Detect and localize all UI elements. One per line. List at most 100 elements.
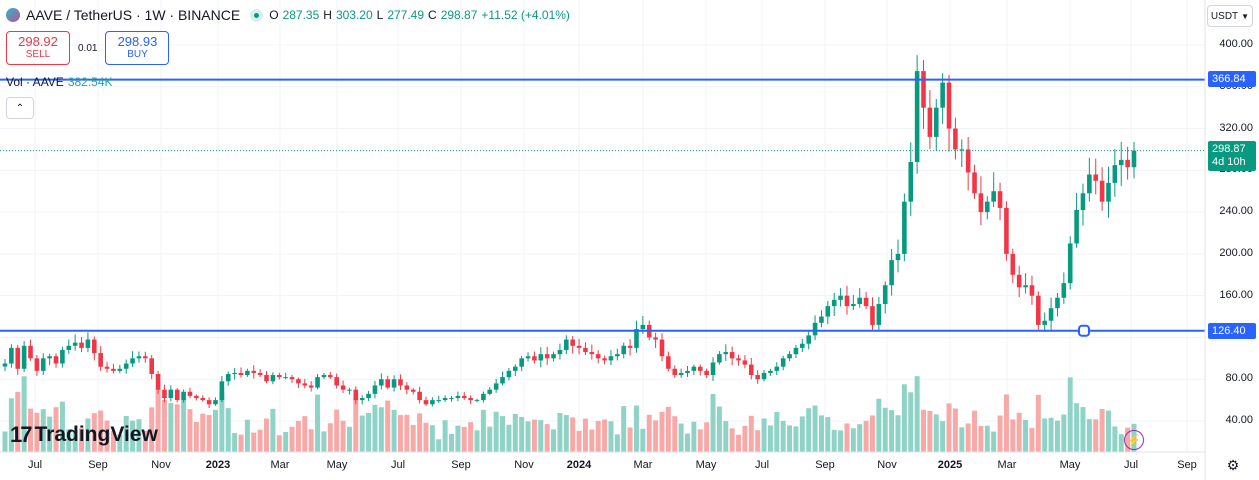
candle-body xyxy=(104,366,110,369)
gear-icon[interactable]: ⚙ xyxy=(1226,456,1240,473)
volume-bar xyxy=(66,429,72,452)
candle-body xyxy=(589,352,595,355)
volume-bar xyxy=(72,429,78,452)
time-tick-label: 2024 xyxy=(566,459,592,471)
collapse-legend-button[interactable]: ⌃ xyxy=(6,97,34,119)
candle-body xyxy=(315,377,320,388)
candlestick-series xyxy=(2,55,1137,409)
volume-bar xyxy=(1029,427,1035,452)
candle-body xyxy=(143,356,148,359)
volume-bar xyxy=(79,428,85,452)
candle-body xyxy=(895,253,901,261)
volume-bar xyxy=(716,406,722,452)
candle-body xyxy=(825,306,831,317)
candle-body xyxy=(468,398,473,401)
candle-body xyxy=(366,393,371,399)
chevron-up-icon: ⌃ xyxy=(15,102,25,114)
tradingview-logo[interactable]: 17 TradingView xyxy=(10,422,158,448)
volume-bar xyxy=(627,427,633,452)
volume-bar xyxy=(238,434,244,452)
volume-bar xyxy=(965,423,971,452)
volume-bar xyxy=(1048,417,1054,452)
volume-bar xyxy=(672,416,678,452)
candle-body xyxy=(1023,285,1028,288)
candle-body xyxy=(927,107,933,137)
candle-body xyxy=(748,364,754,376)
candle-body xyxy=(174,389,180,401)
candle-body xyxy=(194,395,199,399)
buy-button[interactable]: 298.93 BUY xyxy=(105,31,170,65)
currency-selector[interactable]: USDT ▼ xyxy=(1207,5,1253,27)
volume-bar xyxy=(984,425,990,452)
volume-bar xyxy=(8,398,14,452)
symbol-title[interactable]: AAVE / TetherUS · 1W · BINANCE xyxy=(26,7,241,23)
volume-bar xyxy=(850,428,856,452)
candle-body xyxy=(921,71,926,108)
candle-body xyxy=(800,343,805,348)
volume-bar xyxy=(2,431,8,452)
line-drag-handle[interactable] xyxy=(1078,324,1090,337)
volume-legend[interactable]: Vol · AAVE 382.54K xyxy=(6,75,113,89)
volume-bar xyxy=(206,414,212,452)
volume-bar xyxy=(557,413,563,452)
candle-body xyxy=(72,342,78,346)
volume-bar xyxy=(404,414,410,452)
candle-body xyxy=(538,354,544,361)
volume-bar xyxy=(1061,414,1067,452)
spread-value: 0.01 xyxy=(78,42,98,54)
candle-body xyxy=(557,349,563,355)
volume-bar xyxy=(397,414,403,452)
candle-body xyxy=(334,377,339,386)
candle-body xyxy=(519,358,524,367)
horizontal-lines[interactable] xyxy=(0,78,1205,337)
volume-bar xyxy=(978,425,984,452)
price-tick-label: 40.00 xyxy=(1225,414,1253,426)
candle-body xyxy=(1055,297,1060,309)
volume-bar xyxy=(697,429,703,452)
price-tick-label: 80.00 xyxy=(1225,372,1253,385)
volume-bar xyxy=(346,426,352,452)
candle-body xyxy=(1061,283,1067,298)
lightning-icon[interactable]: ⚡ xyxy=(1124,430,1144,450)
aave-logo-icon[interactable] xyxy=(6,8,20,22)
volume-bar xyxy=(646,414,652,452)
volume-bar xyxy=(1118,434,1124,452)
candle-body xyxy=(276,375,282,378)
candle-body xyxy=(882,285,888,305)
volume-bar xyxy=(678,423,684,452)
candle-body xyxy=(347,389,352,391)
volume-bar xyxy=(47,416,53,452)
volume-value: 382.54K xyxy=(67,75,113,89)
candle-body xyxy=(302,383,308,386)
volume-bar xyxy=(15,391,21,452)
volume-bar xyxy=(493,411,499,452)
volume-bar xyxy=(1080,407,1086,452)
volume-bar xyxy=(455,425,461,452)
candle-body xyxy=(1087,174,1092,194)
time-tick-label: 2023 xyxy=(205,459,231,471)
volume-bar xyxy=(98,410,104,452)
candle-body xyxy=(404,385,410,390)
candle-body xyxy=(583,347,588,353)
volume-bar xyxy=(219,391,225,452)
time-tick-label: Mar xyxy=(270,459,290,471)
volume-bar xyxy=(882,407,888,452)
volume-bar xyxy=(844,423,850,452)
volume-bar xyxy=(589,429,595,452)
volume-bar xyxy=(908,392,914,452)
volume-bar xyxy=(212,409,218,452)
sell-button[interactable]: 298.92 SELL xyxy=(6,31,70,65)
volume-bar xyxy=(818,415,824,452)
volume-bar xyxy=(1105,410,1111,452)
volume-bar xyxy=(225,408,231,452)
market-status-icon[interactable] xyxy=(250,8,264,22)
candle-body xyxy=(729,352,735,359)
time-tick-label: Mar xyxy=(633,459,653,471)
candle-body xyxy=(47,356,52,359)
volume-bar xyxy=(602,419,608,452)
volume-bar xyxy=(621,406,627,452)
bar-countdown: 4d 10h xyxy=(1212,156,1246,168)
candle-body xyxy=(908,161,914,202)
volume-bar xyxy=(161,399,167,452)
